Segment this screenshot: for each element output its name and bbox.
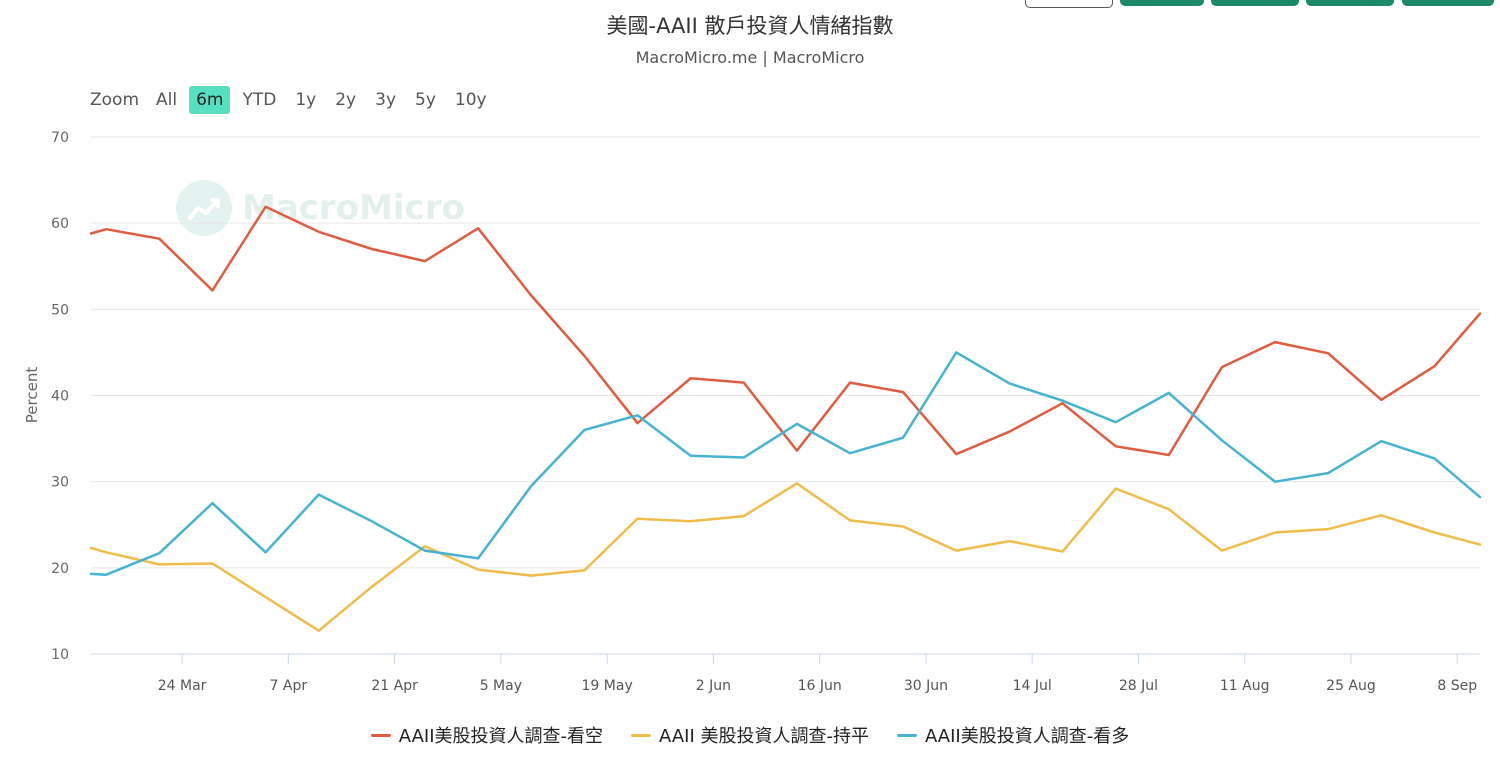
macromicro-logo-icon [176,180,232,236]
toolbar-button-1[interactable] [1120,0,1204,6]
x-tick-label: 19 May [582,678,633,694]
x-tick-label: 25 Aug [1326,678,1376,694]
zoom-1y-button[interactable]: 1y [295,90,317,110]
toolbar-button-outline[interactable] [1025,0,1113,8]
chart-subtitle: MacroMicro.me | MacroMicro [635,48,865,67]
y-tick-label: 40 [51,389,69,405]
legend-label-bullish: AAII美股投資人調查-看多 [924,726,1130,747]
legend-swatch-bearish [370,733,391,737]
zoom-all-button[interactable]: All [156,90,178,110]
zoom-2y-button[interactable]: 2y [335,90,357,110]
zoom-10y-button[interactable]: 10y [454,90,487,110]
watermark-text: MacroMicro [242,188,465,228]
legend-label-bearish: AAII美股投資人調查-看空 [398,726,604,747]
chart-title: 美國-AAII 散戶投資人情緒指數 [606,14,894,38]
y-tick-label: 70 [51,130,69,146]
toolbar-button-3[interactable] [1306,0,1394,6]
toolbar-button-2[interactable] [1211,0,1299,6]
zoom-bar: Zoom All 6m YTD 1y 2y 3y 5y 10y [90,86,499,114]
series-line-neutral[interactable] [89,482,1482,632]
x-tick-label: 16 Jun [798,678,842,694]
legend-item-bullish[interactable]: AAII美股投資人調查-看多 [896,722,1130,748]
x-tick-label: 30 Jun [904,678,948,694]
legend-swatch-neutral [631,733,652,737]
x-tick-label: 7 Apr [270,678,308,694]
zoom-3y-button[interactable]: 3y [375,90,397,110]
x-tick-label: 28 Jul [1119,678,1158,694]
y-tick-label: 30 [51,475,69,491]
axes: 10 20 30 40 50 60 70 24 Mar 7 Apr 21 Apr 5 May 19 M… [51,130,1480,694]
legend-item-bearish[interactable]: AAII美股投資人調查-看空 [370,722,604,748]
y-axis-label: Percent [23,367,41,424]
y-tick-label: 60 [51,216,69,232]
series-lines [89,205,1482,632]
toolbar-button-4[interactable] [1402,0,1494,6]
zoom-6m-button[interactable]: 6m [189,86,231,114]
y-tick-label: 50 [51,302,69,318]
x-tick-label: 24 Mar [158,678,207,694]
zoom-label: Zoom [90,90,140,110]
y-tick-label: 20 [51,561,69,577]
x-tick-label: 14 Jul [1013,678,1052,694]
legend: AAII美股投資人調查-看空 AAII 美股投資人調查-持平 AAII美股投資人… [0,722,1500,748]
series-line-bullish[interactable] [89,351,1482,576]
x-tick-label: 11 Aug [1220,678,1270,694]
y-tick-label: 10 [51,647,69,663]
zoom-ytd-button[interactable]: YTD [242,90,277,110]
zoom-5y-button[interactable]: 5y [415,90,436,110]
grid-lines [91,136,1480,569]
legend-item-neutral[interactable]: AAII 美股投資人調查-持平 [631,722,869,748]
x-tick-label: 5 May [480,678,522,694]
x-tick-label: 21 Apr [371,678,418,694]
x-tick-label: 2 Jun [696,678,731,694]
x-tick-label: 8 Sep [1437,678,1477,694]
series-line-bearish[interactable] [89,205,1482,457]
legend-swatch-bullish [896,733,917,737]
watermark: MacroMicro [176,180,465,236]
legend-label-neutral: AAII 美股投資人調查-持平 [659,726,869,747]
